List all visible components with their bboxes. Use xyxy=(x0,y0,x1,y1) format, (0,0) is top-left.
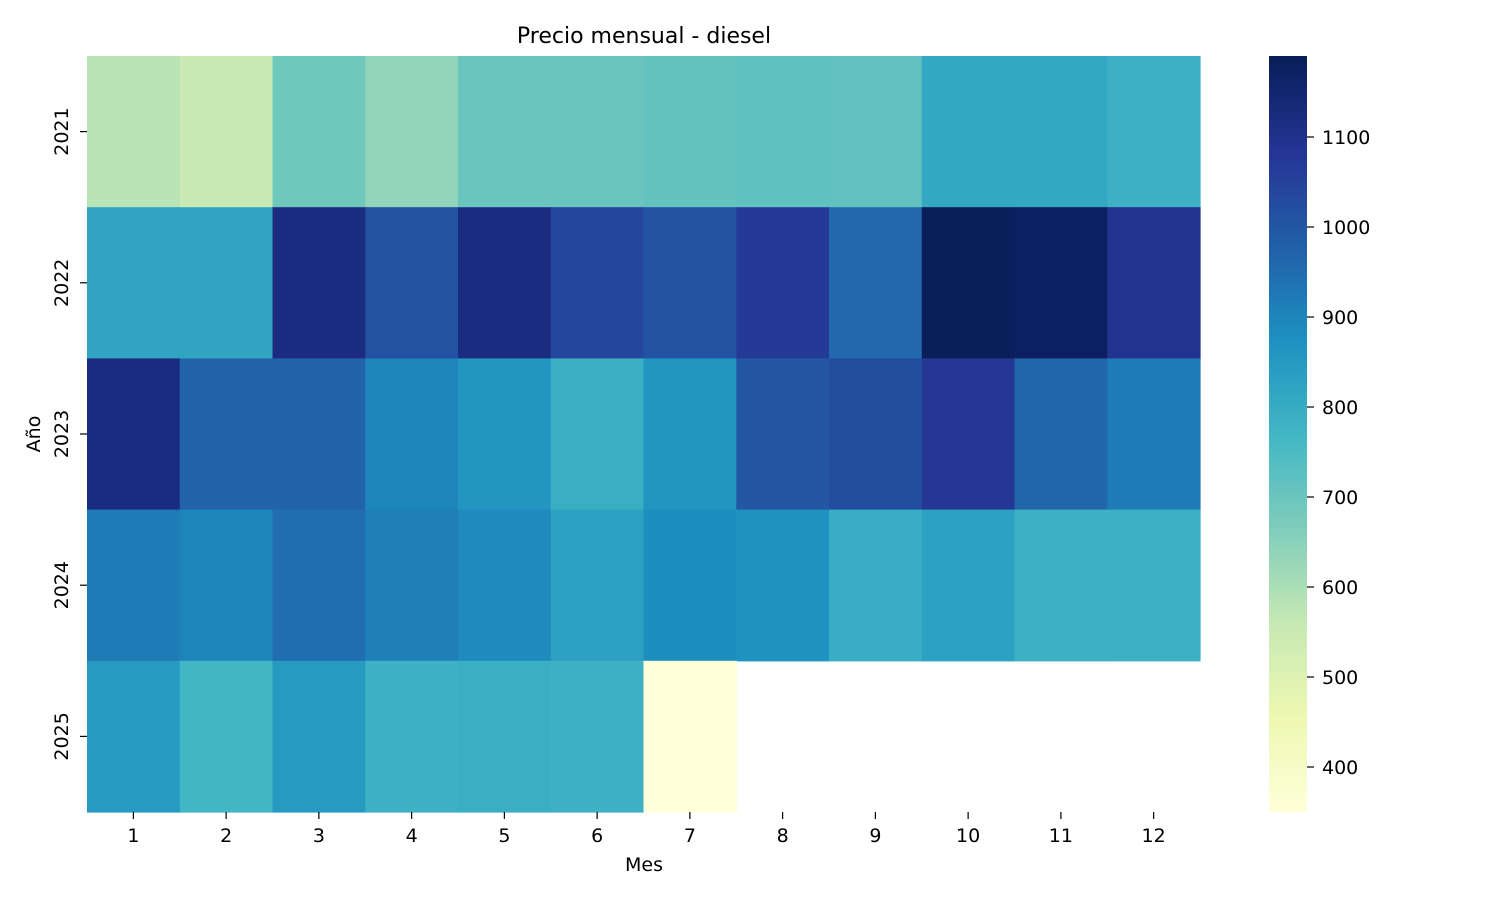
y-tick-label: 2022 xyxy=(51,259,73,307)
heatmap-cell-2023-5 xyxy=(458,358,552,511)
x-axis-label: Mes xyxy=(625,854,663,876)
heatmap-cell-2021-1 xyxy=(87,56,181,208)
colorbar-tick-label: 400 xyxy=(1322,757,1358,779)
colorbar-tick-label: 700 xyxy=(1322,487,1358,509)
x-tick-label: 6 xyxy=(591,825,603,847)
heatmap-cell-2022-8 xyxy=(736,207,830,359)
y-axis: 2021 2022 2023 2024 2025 xyxy=(51,107,87,761)
heatmap-cell-2022-10 xyxy=(921,207,1016,359)
heatmap-cell-2021-6 xyxy=(550,56,645,208)
heatmap-cell-2021-7 xyxy=(643,56,737,208)
heatmap-cell-2023-3 xyxy=(272,358,366,511)
heatmap-cell-2024-9 xyxy=(829,509,923,662)
heatmap-cell-2022-2 xyxy=(179,207,274,359)
heatmap-cell-2022-12 xyxy=(1107,207,1201,359)
y-tick-label: 2021 xyxy=(51,107,73,155)
x-tick-label: 8 xyxy=(777,825,789,847)
heatmap-cell-2023-1 xyxy=(87,358,181,511)
heatmap-cell-2024-8 xyxy=(736,509,830,662)
heatmap-cell-2025-4 xyxy=(365,660,459,813)
heatmap-cell-2022-3 xyxy=(272,207,366,359)
x-tick-label: 3 xyxy=(313,825,325,847)
colorbar-tick-label: 900 xyxy=(1322,307,1358,329)
heatmap-cell-2025-5 xyxy=(458,660,552,813)
x-tick-label: 5 xyxy=(498,825,510,847)
heatmap-cell-2021-3 xyxy=(272,56,366,208)
heatmap-cell-2021-8 xyxy=(736,56,830,208)
heatmap-cell-2022-7 xyxy=(643,207,737,359)
heatmap-cell-2024-12 xyxy=(1107,509,1201,662)
heatmap-cell-2021-12 xyxy=(1107,56,1201,208)
colorbar-tick-label: 1100 xyxy=(1322,127,1370,149)
heatmap-cell-2022-4 xyxy=(365,207,459,359)
colorbar-tick-label: 800 xyxy=(1322,397,1358,419)
heatmap-cell-2021-5 xyxy=(458,56,552,208)
y-tick-label: 2025 xyxy=(51,712,73,760)
heatmap-cell-2025-7 xyxy=(643,660,737,813)
colorbar-tick-label: 1000 xyxy=(1322,217,1370,239)
heatmap-cells xyxy=(87,56,1201,813)
heatmap-cell-2023-12 xyxy=(1107,358,1201,511)
heatmap-cell-2024-5 xyxy=(458,509,552,662)
heatmap-cell-2025-2 xyxy=(179,660,274,813)
colorbar-tick-label: 600 xyxy=(1322,577,1358,599)
heatmap-cell-2024-4 xyxy=(365,509,459,662)
heatmap-cell-2024-7 xyxy=(643,509,737,662)
heatmap-cell-2022-6 xyxy=(550,207,645,359)
heatmap-cell-2021-4 xyxy=(365,56,459,208)
colorbar-ticks: 400 500 600 700 800 900 1000 1100 xyxy=(1307,127,1370,779)
heatmap-cell-2024-2 xyxy=(179,509,274,662)
heatmap-cell-2025-3 xyxy=(272,660,366,813)
heatmap-cell-2021-2 xyxy=(179,56,274,208)
heatmap-cell-2025-6 xyxy=(550,660,645,813)
heatmap-cell-2021-10 xyxy=(921,56,1016,208)
heatmap-cell-2023-11 xyxy=(1014,358,1108,511)
heatmap-cell-2023-10 xyxy=(921,358,1016,511)
heatmap-cell-2022-11 xyxy=(1014,207,1108,359)
y-tick-label: 2023 xyxy=(51,410,73,458)
heatmap-cell-2023-7 xyxy=(643,358,737,511)
x-tick-label: 7 xyxy=(684,825,696,847)
x-tick-label: 4 xyxy=(406,825,418,847)
heatmap-cell-2025-1 xyxy=(87,660,181,813)
heatmap-cell-2021-9 xyxy=(829,56,923,208)
heatmap-cell-2023-6 xyxy=(550,358,645,511)
heatmap-cell-2024-3 xyxy=(272,509,366,662)
heatmap-cell-2024-1 xyxy=(87,509,181,662)
x-tick-label: 12 xyxy=(1142,825,1166,847)
heatmap-cell-2024-10 xyxy=(921,509,1016,662)
x-axis: 1 2 3 4 5 6 7 8 9 10 11 12 xyxy=(127,812,1166,847)
chart-title: Precio mensual - diesel xyxy=(517,24,771,49)
heatmap-cell-2023-2 xyxy=(179,358,274,511)
x-tick-label: 1 xyxy=(127,825,139,847)
y-axis-label: Año xyxy=(23,416,45,453)
x-tick-label: 9 xyxy=(869,825,881,847)
colorbar xyxy=(1269,56,1307,812)
x-tick-label: 11 xyxy=(1049,825,1073,847)
heatmap-cell-2021-11 xyxy=(1014,56,1108,208)
heatmap-cell-2024-6 xyxy=(550,509,645,662)
heatmap-cell-2022-1 xyxy=(87,207,181,359)
heatmap-cell-2023-4 xyxy=(365,358,459,511)
heatmap-cell-2024-11 xyxy=(1014,509,1108,662)
heatmap-cell-2022-5 xyxy=(458,207,552,359)
x-tick-label: 2 xyxy=(220,825,232,847)
colorbar-tick-label: 500 xyxy=(1322,667,1358,689)
heatmap-cell-2023-8 xyxy=(736,358,830,511)
heatmap-cell-2023-9 xyxy=(829,358,923,511)
y-tick-label: 2024 xyxy=(51,561,73,609)
x-tick-label: 10 xyxy=(956,825,980,847)
heatmap-cell-2022-9 xyxy=(829,207,923,359)
